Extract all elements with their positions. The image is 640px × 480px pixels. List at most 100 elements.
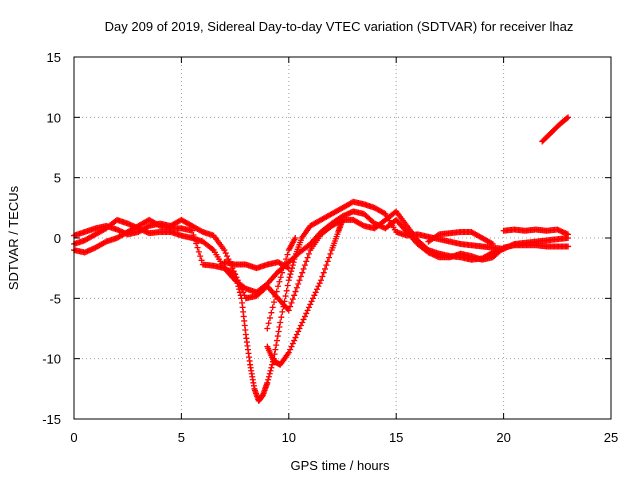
y-tick-label: -15 — [42, 412, 61, 427]
data-point — [235, 283, 242, 290]
data-point — [304, 307, 311, 314]
data-point — [198, 228, 205, 235]
series-track-6 — [264, 235, 299, 332]
data-point — [297, 273, 304, 280]
data-point — [144, 223, 151, 230]
data-point — [291, 292, 298, 299]
data-point — [292, 235, 299, 241]
data-point — [295, 328, 302, 335]
data-point — [276, 278, 283, 285]
data-point — [287, 303, 294, 310]
data-point — [283, 287, 290, 294]
data-point — [289, 262, 296, 269]
data-point — [563, 115, 570, 122]
series-track-1 — [71, 208, 572, 296]
data-point — [308, 298, 315, 305]
data-point — [295, 281, 302, 288]
data-point — [285, 349, 292, 356]
data-point — [285, 277, 292, 284]
data-point — [209, 246, 216, 253]
data-point — [296, 325, 303, 332]
data-point — [234, 280, 241, 287]
data-point — [269, 361, 276, 368]
series-track-2 — [71, 208, 572, 314]
data-point — [282, 293, 289, 300]
data-point — [272, 293, 279, 300]
data-point — [278, 314, 285, 321]
data-point — [191, 236, 198, 243]
data-point — [275, 283, 282, 290]
y-tick-label: 5 — [54, 171, 61, 186]
data-point — [277, 274, 284, 281]
data-point — [311, 292, 318, 299]
x-tick-label: 5 — [178, 430, 185, 445]
y-tick-label: -10 — [42, 352, 61, 367]
data-point — [197, 253, 204, 260]
series-track-7 — [425, 228, 496, 248]
data-point — [265, 376, 272, 383]
data-point — [292, 288, 299, 295]
data-point — [488, 240, 495, 247]
data-point — [286, 274, 293, 281]
data-point — [275, 328, 282, 335]
grid — [74, 57, 611, 419]
x-tick-label: 10 — [282, 430, 296, 445]
data-point — [300, 316, 307, 323]
x-tick-label: 20 — [496, 430, 510, 445]
data-point — [312, 289, 319, 296]
data-point — [285, 307, 292, 314]
series-track-9 — [539, 114, 572, 145]
data-point — [489, 241, 496, 248]
data-point — [268, 309, 275, 316]
data-point — [303, 310, 310, 317]
y-axis-label: SDTVAR / TECUs — [6, 185, 21, 290]
data-point — [271, 299, 278, 306]
data-point — [233, 277, 240, 284]
data-point — [279, 308, 286, 315]
data-point — [324, 258, 331, 265]
x-tick-label: 25 — [604, 430, 618, 445]
data-point — [305, 304, 312, 311]
data-point — [265, 373, 272, 380]
data-point — [293, 284, 300, 291]
data-point — [280, 303, 287, 310]
data-point — [299, 319, 306, 326]
data-point — [272, 346, 279, 353]
data-point — [266, 370, 273, 377]
data-point — [319, 273, 326, 280]
data-point — [300, 265, 307, 272]
data-point — [318, 277, 325, 284]
data-point — [327, 250, 334, 257]
data-point — [303, 258, 310, 265]
data-point — [287, 346, 294, 353]
data-point — [292, 334, 299, 341]
data-point — [198, 257, 205, 264]
data-point — [293, 331, 300, 338]
data-point — [320, 269, 327, 276]
data-point — [221, 247, 228, 254]
data-point — [288, 268, 295, 275]
data-point — [287, 271, 294, 278]
data-point — [267, 314, 274, 321]
series-track-5 — [264, 216, 346, 368]
data-points — [71, 114, 572, 404]
data-point — [565, 243, 572, 250]
data-point — [307, 301, 314, 308]
data-point — [274, 333, 281, 340]
chart-title: Day 209 of 2019, Sidereal Day-to-day VTE… — [105, 19, 574, 34]
y-tick-label: -5 — [49, 291, 61, 306]
data-point — [277, 319, 284, 326]
data-point — [189, 227, 196, 234]
x-tick-label: 0 — [70, 430, 77, 445]
data-point — [296, 277, 303, 284]
data-point — [285, 265, 292, 272]
data-point — [190, 231, 197, 238]
data-point — [224, 253, 231, 260]
data-point — [339, 216, 346, 223]
data-point — [304, 254, 311, 261]
data-point — [359, 222, 366, 229]
data-point — [236, 289, 243, 296]
data-point — [301, 262, 308, 269]
data-point — [315, 283, 322, 290]
data-point — [101, 239, 108, 246]
